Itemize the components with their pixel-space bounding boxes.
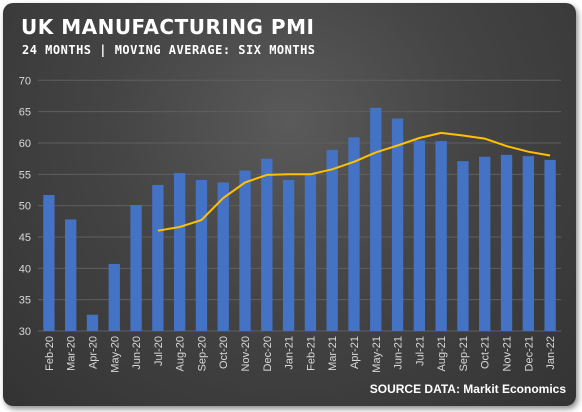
x-tick-label: Mar-21 [327, 336, 339, 371]
bar-series [43, 107, 556, 331]
y-tick-label: 40 [19, 263, 31, 275]
source-note: SOURCE DATA: Markit Economics [369, 382, 566, 396]
bar [500, 154, 513, 331]
bar [522, 156, 534, 331]
moving-average-line [157, 131, 551, 232]
moving-average-series [157, 131, 551, 232]
y-tick-label: 65 [19, 107, 31, 119]
y-tick-label: 50 [19, 201, 31, 213]
bar [195, 179, 208, 331]
x-tick-label: Oct-21 [480, 336, 492, 369]
bar [130, 205, 142, 331]
x-tick-label: Aug-20 [175, 336, 187, 371]
bar [261, 158, 273, 331]
x-tick-label: Apr-20 [87, 336, 99, 369]
bar [282, 179, 295, 331]
bar [370, 107, 382, 331]
bar [304, 173, 317, 331]
chart-title: UK MANUFACTURING PMI [21, 15, 315, 39]
y-tick-label: 60 [19, 138, 31, 150]
bar [43, 194, 55, 331]
x-tick-label: Mar-20 [66, 336, 78, 371]
bar [544, 159, 556, 331]
x-tick-label: May-21 [371, 336, 383, 373]
x-tick-label: Dec-20 [262, 336, 274, 371]
bar [479, 156, 491, 331]
bar [173, 173, 186, 331]
x-tick-label: Feb-21 [305, 336, 317, 371]
bar [457, 161, 469, 331]
bar [65, 219, 77, 331]
bar [413, 140, 426, 331]
y-tick-label: 45 [19, 232, 31, 244]
bar [152, 184, 164, 331]
bar [108, 263, 120, 331]
y-tick-label: 55 [19, 169, 31, 181]
x-tick-label: Nov-21 [502, 336, 514, 371]
bar [348, 137, 360, 331]
y-axis: 30 35 40 45 50 55 60 65 70 [19, 75, 31, 338]
bar [239, 170, 251, 331]
x-tick-label: Dec-21 [523, 336, 535, 371]
x-axis: Feb-20 Mar-20 Apr-20 May-20 Jun-20 Jul-20 Aug-… [44, 336, 557, 373]
bar [391, 118, 404, 331]
bar [435, 141, 447, 331]
x-tick-label: Jul-21 [414, 336, 426, 366]
chart-plot: 30 35 40 45 50 55 60 65 70 Feb-20 Mar-20 Apr-20 May… [19, 75, 561, 373]
x-tick-label: Feb-20 [44, 336, 56, 371]
x-tick-label: Jun-21 [393, 336, 405, 370]
x-tick-label: Sep-20 [196, 336, 208, 371]
bar [86, 314, 99, 331]
x-tick-label: May-20 [109, 336, 121, 373]
bar [326, 149, 338, 331]
x-tick-label: Apr-21 [349, 336, 361, 369]
x-tick-label: Aug-21 [436, 336, 448, 371]
x-tick-label: Jun-20 [131, 336, 143, 370]
chart-card: UK MANUFACTURING PMI 24 MONTHS | MOVING … [3, 3, 576, 406]
x-tick-label: Sep-21 [458, 336, 470, 371]
x-tick-label: Oct-20 [218, 336, 230, 369]
chart-subtitle: 24 MONTHS | MOVING AVERAGE: SIX MONTHS [22, 43, 316, 57]
bar [217, 182, 229, 331]
y-tick-label: 30 [19, 326, 31, 338]
x-tick-label: Jan-21 [284, 336, 296, 370]
x-tick-label: Jan-22 [545, 336, 557, 370]
y-tick-label: 70 [19, 75, 31, 87]
x-tick-label: Nov-20 [240, 336, 252, 371]
y-tick-label: 35 [19, 295, 31, 307]
x-tick-label: Jul-20 [153, 336, 165, 366]
